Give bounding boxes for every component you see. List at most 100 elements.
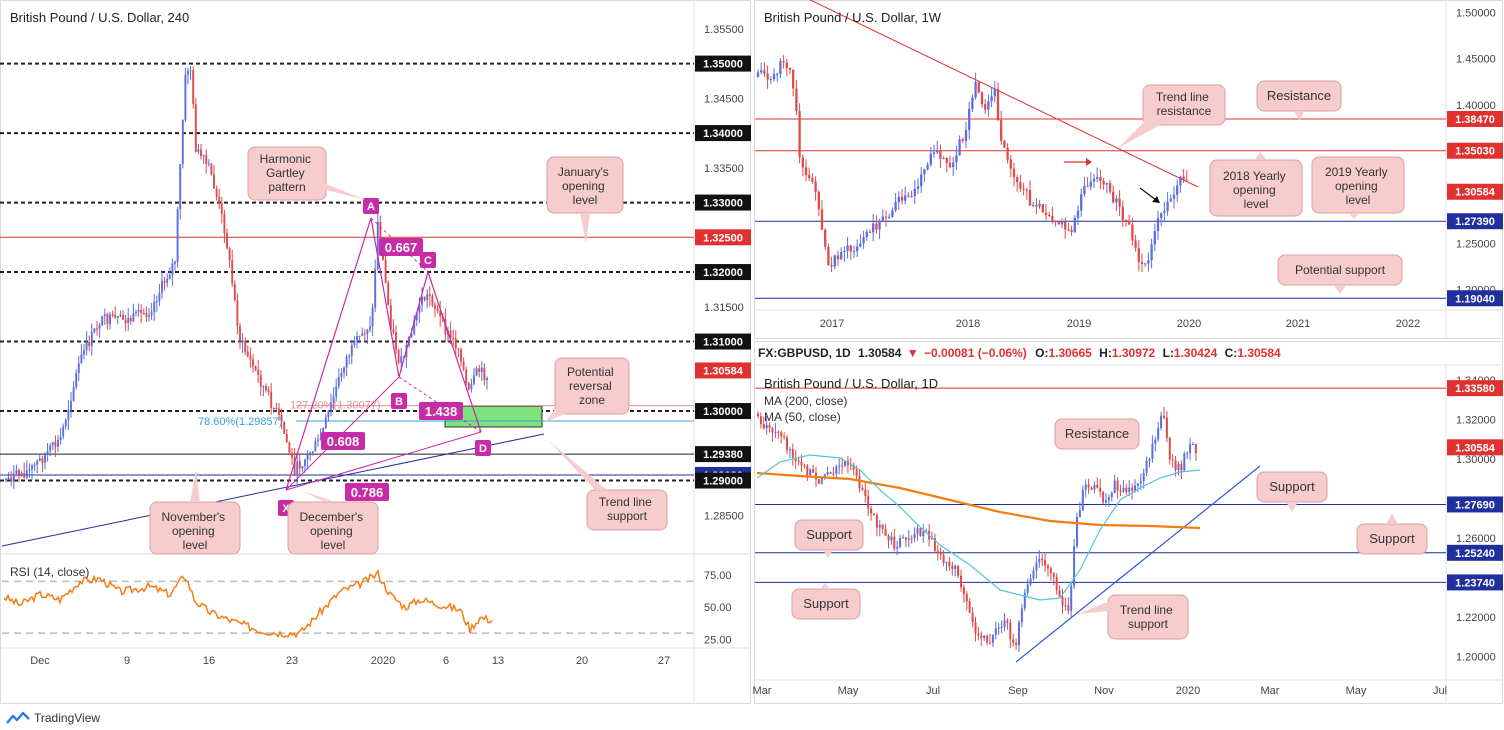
4h-candle xyxy=(317,439,319,441)
4h-candle xyxy=(337,376,340,387)
4h-candle xyxy=(457,348,460,350)
4h-xtick-1: 9 xyxy=(124,655,130,667)
1d-candle xyxy=(1119,490,1122,492)
4h-candle xyxy=(109,314,111,325)
1d-candle xyxy=(1032,570,1035,579)
1d-candle xyxy=(1151,443,1154,459)
1d-candle xyxy=(1012,639,1015,643)
4h-price-tag-10-bg xyxy=(695,472,751,489)
1w-black-arrow-line xyxy=(1139,187,1157,201)
1d-candle xyxy=(968,601,971,613)
1w-candle xyxy=(788,67,792,70)
4h-candle xyxy=(36,460,39,465)
svg-text:2019 Yearly opening: 2019 Yearly opening level xyxy=(1325,165,1391,207)
1w-xtick-3: 2020 xyxy=(1177,318,1201,330)
1d-candle xyxy=(957,565,960,576)
point-C-badge xyxy=(420,252,436,268)
1d-ytick-4: 1.22000 xyxy=(1456,612,1496,624)
4h-candle xyxy=(366,329,369,334)
ma50-line xyxy=(756,454,1201,601)
1d-candle xyxy=(971,612,974,623)
4h-candle xyxy=(306,453,309,460)
4h-candle xyxy=(400,356,403,363)
1d-candle xyxy=(925,530,928,532)
1d-candle xyxy=(1174,460,1177,471)
1w-candle xyxy=(1051,215,1054,221)
4h-candle xyxy=(158,292,161,302)
ohlc-c-label: C: xyxy=(1225,346,1238,360)
1d-candle xyxy=(1177,463,1180,471)
4h-candle xyxy=(148,315,150,317)
4h-price-tag-1-bg xyxy=(695,125,751,142)
1w-candle xyxy=(945,158,948,163)
4h-candle xyxy=(293,457,296,475)
1w-candle xyxy=(920,174,923,187)
1w-xtick-1: 2018 xyxy=(956,318,980,330)
prz-line1: Potential xyxy=(567,365,614,379)
footer-brand[interactable]: TradingView xyxy=(6,709,100,727)
1w-red-arrow-icon xyxy=(1086,158,1092,166)
4h-candle xyxy=(137,310,140,312)
4h-candle xyxy=(184,74,187,120)
1w-candle xyxy=(916,186,920,189)
4h-candle xyxy=(46,451,49,455)
4h-price-tag-8-bg xyxy=(695,446,751,463)
1d-candle xyxy=(864,489,867,496)
4h-candle xyxy=(12,473,15,482)
1w-candle xyxy=(964,130,968,141)
1d-xtick-3: Sep xyxy=(1008,685,1028,697)
4h-candle xyxy=(369,326,371,330)
1d-candle xyxy=(1026,584,1029,593)
1d-candle xyxy=(942,554,945,563)
4h-candle xyxy=(363,333,366,335)
1d-candle xyxy=(1052,573,1055,578)
4h-price-tag-0: 1.35000 xyxy=(703,59,743,71)
4h-price-tag-6: 1.30584 xyxy=(703,365,744,377)
1d-candle xyxy=(1093,484,1096,490)
1d-candle xyxy=(1180,463,1183,471)
1w-candle xyxy=(1019,182,1022,189)
point-D-badge xyxy=(475,440,491,456)
4h-candle xyxy=(486,378,488,381)
y2019-line3: level xyxy=(1346,193,1371,207)
1d-candle xyxy=(852,464,855,470)
rsi-tick-1: 50.00 xyxy=(704,602,732,614)
ma200-legend: MA (200, close) xyxy=(764,394,847,408)
1d-candle xyxy=(989,642,991,644)
point-D-label: D xyxy=(479,443,487,455)
1d-xtick-0: Mar xyxy=(753,685,772,697)
1d-candle xyxy=(1168,437,1171,460)
1w-candle xyxy=(936,150,939,153)
1w-candle xyxy=(1131,224,1134,241)
4h-candle xyxy=(98,325,101,329)
1d-candle xyxy=(1058,590,1061,597)
1w-price-tag-2: 1.30584 xyxy=(1455,187,1496,199)
4h-candle xyxy=(83,350,85,355)
svg-text:Harmonic Gartley p: Harmonic Gartley pattern xyxy=(260,152,315,194)
1w-candle xyxy=(1169,198,1172,202)
4h-candle xyxy=(215,188,218,197)
chart-canvas: X A B C D 0.667 1.438 0.608 0.786 78.60%(1.29857)… xyxy=(0,0,1503,704)
1d-candle xyxy=(1107,497,1110,501)
1d-candle xyxy=(1134,485,1136,491)
1w-candle xyxy=(1140,262,1144,265)
4h-candle xyxy=(249,356,252,360)
4h-candle xyxy=(397,349,400,363)
1w-candle xyxy=(852,251,856,253)
ohlc-close: 1.30584 xyxy=(1237,346,1281,360)
1w-candle xyxy=(1092,178,1096,182)
1d-candle xyxy=(933,537,936,551)
4h-xtick-0: Dec xyxy=(30,655,50,667)
4h-candle xyxy=(168,274,171,279)
panel-1d-frame xyxy=(754,341,1503,704)
4h-candle xyxy=(176,209,179,262)
1d-candle xyxy=(1160,415,1163,428)
january-line1: January's xyxy=(558,165,609,179)
4h-candle xyxy=(101,316,104,326)
1w-ytick-1: 1.45000 xyxy=(1456,54,1496,66)
1w-candle xyxy=(1080,194,1083,211)
4h-candle xyxy=(67,409,70,420)
1w-candle xyxy=(1070,230,1073,233)
1w-candle xyxy=(881,216,884,223)
4h-candle xyxy=(296,461,299,475)
